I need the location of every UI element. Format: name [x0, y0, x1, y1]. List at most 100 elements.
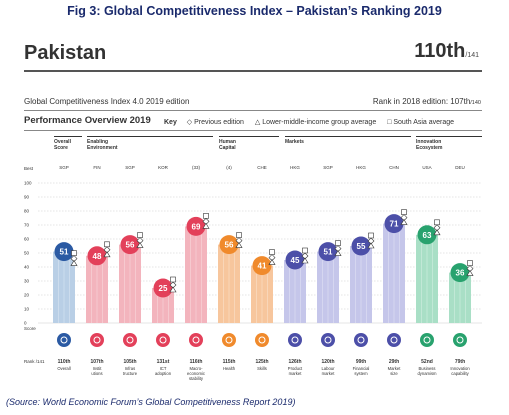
- y-tick-60: 60: [24, 237, 30, 242]
- pillar-icon-11: [420, 333, 434, 347]
- value-circle-2: [120, 235, 140, 255]
- legend-south-asia: □ South Asia average: [387, 119, 455, 126]
- best-performer-5: (4): [226, 165, 232, 170]
- legend: Key ◇ Previous edition △ Lower-middle-in…: [164, 118, 463, 126]
- category-line-innovation: [416, 136, 482, 137]
- category-label-7-0: Product: [288, 366, 303, 371]
- category-label-9-0: Financial: [353, 366, 370, 371]
- rank-label-12: 79th: [455, 359, 465, 365]
- pillar-icon-glyph-12: [456, 336, 464, 344]
- value-circle-10: [384, 214, 404, 234]
- value-circle-0: [54, 242, 74, 262]
- value-circle-4: [186, 216, 206, 236]
- pillar-icon-glyph-9: [357, 336, 365, 344]
- value-label-2: 56: [126, 241, 135, 250]
- y-tick-30: 30: [24, 279, 30, 284]
- category-markets: Markets: [285, 139, 304, 145]
- marker-southasia-8: [335, 240, 341, 246]
- y-axis-bottom-label: Score: [24, 326, 36, 331]
- rank-2018-label: Rank in 2018 edition: 107th: [372, 97, 471, 106]
- category-overall-score: Overall Score: [54, 139, 71, 151]
- pillar-icon-glyph-7: [291, 336, 299, 344]
- pillar-icon-glyph-6: [258, 336, 266, 344]
- y-tick-0: 0: [24, 321, 27, 326]
- best-performer-10: CHN: [389, 165, 399, 170]
- category-line-human: [219, 136, 279, 137]
- category-label-5-0: Health: [223, 366, 236, 371]
- pillar-icon-1: [90, 333, 104, 347]
- marker-lmi-6: [268, 259, 276, 265]
- marker-southasia-10: [401, 209, 407, 215]
- pillar-icon-glyph-11: [423, 336, 431, 344]
- category-line-markets: [285, 136, 411, 137]
- category-innovation-ecosystem: Innovation Ecosystem: [416, 139, 443, 151]
- category-label-12-0: Innovation: [450, 366, 470, 371]
- y-tick-70: 70: [24, 223, 30, 228]
- value-label-3: 25: [159, 284, 168, 293]
- pillar-icon-6: [255, 333, 269, 347]
- category-label-4-1: economic: [187, 371, 205, 376]
- marker-lmi-12: [466, 270, 474, 276]
- category-label-8-1: market: [322, 371, 336, 376]
- category-label-2-0: Infras: [125, 366, 135, 371]
- marker-lmi-5: [235, 242, 243, 248]
- rank-label-5: 115th: [223, 359, 236, 365]
- pillar-icon-0: [57, 333, 71, 347]
- marker-southasia-7: [302, 247, 308, 254]
- best-performer-11: USA: [422, 165, 431, 170]
- value-circle-3: [153, 278, 173, 298]
- category-label-10-0: Market: [388, 366, 402, 371]
- y-axis-top-label: Best: [24, 166, 34, 171]
- pillar-icon-8: [321, 333, 335, 347]
- section-title: Performance Overview 2019: [24, 115, 151, 126]
- value-circle-12: [450, 263, 470, 283]
- y-tick-50: 50: [24, 251, 30, 256]
- marker-southasia-6: [269, 249, 275, 255]
- marker-southasia-9: [368, 232, 374, 239]
- best-performer-3: KOR: [158, 165, 169, 170]
- rank-label-8: 120th: [321, 359, 334, 365]
- pillar-icon-glyph-5: [225, 336, 233, 344]
- legend-lower-middle-income: △ Lower-middle-income group average: [254, 119, 377, 126]
- y-tick-40: 40: [24, 265, 30, 270]
- category-label-6-0: Skills: [257, 366, 267, 371]
- marker-lmi-10: [400, 219, 408, 225]
- marker-lmi-9: [367, 242, 375, 249]
- pillar-icon-glyph-1: [93, 336, 101, 344]
- source-note: (Source: World Economic Forum’s Global C…: [6, 397, 296, 407]
- pillar-icon-3: [156, 333, 170, 347]
- marker-lmi-4: [202, 222, 210, 229]
- y-tick-20: 20: [24, 293, 30, 298]
- pillar-icon-glyph-2: [126, 336, 134, 344]
- y-tick-80: 80: [24, 209, 30, 214]
- value-label-10: 71: [390, 220, 399, 229]
- marker-lmi-0: [70, 260, 78, 266]
- pillar-icon-10: [387, 333, 401, 347]
- value-label-4: 69: [192, 222, 201, 231]
- category-label-1-1: utions: [91, 371, 102, 376]
- pillar-icon-glyph-8: [324, 336, 332, 344]
- value-circle-5: [219, 235, 239, 255]
- category-label-11-1: dynamism: [417, 371, 437, 376]
- best-performer-12: DEU: [455, 165, 465, 170]
- marker-southasia-12: [467, 260, 473, 266]
- value-label-12: 36: [456, 269, 465, 278]
- marker-lmi-1: [103, 251, 111, 258]
- header-rule: [24, 70, 482, 72]
- figure-title: Fig 3: Global Competitiveness Index – Pa…: [67, 4, 442, 18]
- pillar-icon-12: [453, 333, 467, 347]
- y-tick-10: 10: [24, 307, 30, 312]
- marker-southasia-5: [236, 232, 242, 238]
- category-line-overall: [54, 136, 82, 137]
- rank-label-9: 99th: [356, 359, 366, 365]
- y-tick-100: 100: [24, 181, 32, 186]
- key-rule: [24, 130, 482, 131]
- best-performer-6: CHE: [257, 165, 267, 170]
- category-label-10-1: size: [390, 371, 398, 376]
- value-label-8: 51: [324, 248, 333, 257]
- value-circle-9: [351, 236, 371, 256]
- marker-lmi-2: [136, 242, 144, 248]
- legend-key-label: Key: [164, 119, 177, 126]
- category-label-3-1: adoption: [155, 371, 172, 376]
- legend-previous-edition: ◇ Previous edition: [186, 119, 244, 126]
